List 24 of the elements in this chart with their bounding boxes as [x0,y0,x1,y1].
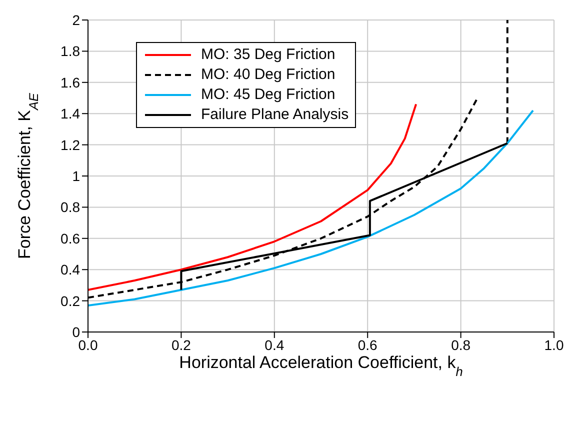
y-tick-label: 1.2 [60,136,80,153]
legend-label: Failure Plane Analysis [201,105,349,125]
x-tick-label: 0.4 [264,336,284,353]
y-tick-label: 0 [72,324,80,340]
y-tick-label: 1.6 [60,74,80,90]
y-tick-label: 0.8 [60,199,80,216]
legend-label: MO: 45 Deg Friction [201,85,336,105]
x-tick-label: 0.6 [358,336,378,353]
x-tick-label: 0.0 [78,336,98,353]
y-tick-label: 0.4 [60,262,80,278]
y-tick-label: 0.6 [60,230,80,246]
y-tick-label: 1.8 [60,43,80,60]
y-tick-label: 2 [72,12,80,28]
y-tick-label: 0.2 [60,292,80,309]
legend-label: MO: 35 Deg Friction [201,45,336,65]
x-tick-label: 1.0 [544,336,564,353]
legend-label: MO: 40 Deg Friction [201,65,336,85]
line-series [88,103,418,291]
y-tick-label: 1 [72,168,80,184]
line-series [88,109,534,306]
x-axis-title: Horizontal Acceleration Coefficient, k$_{h}$ [179,353,463,378]
x-tick-label: 0.8 [451,336,471,353]
x-tick-label: 0.2 [171,336,192,353]
y-tick-label: 1.4 [60,106,80,122]
